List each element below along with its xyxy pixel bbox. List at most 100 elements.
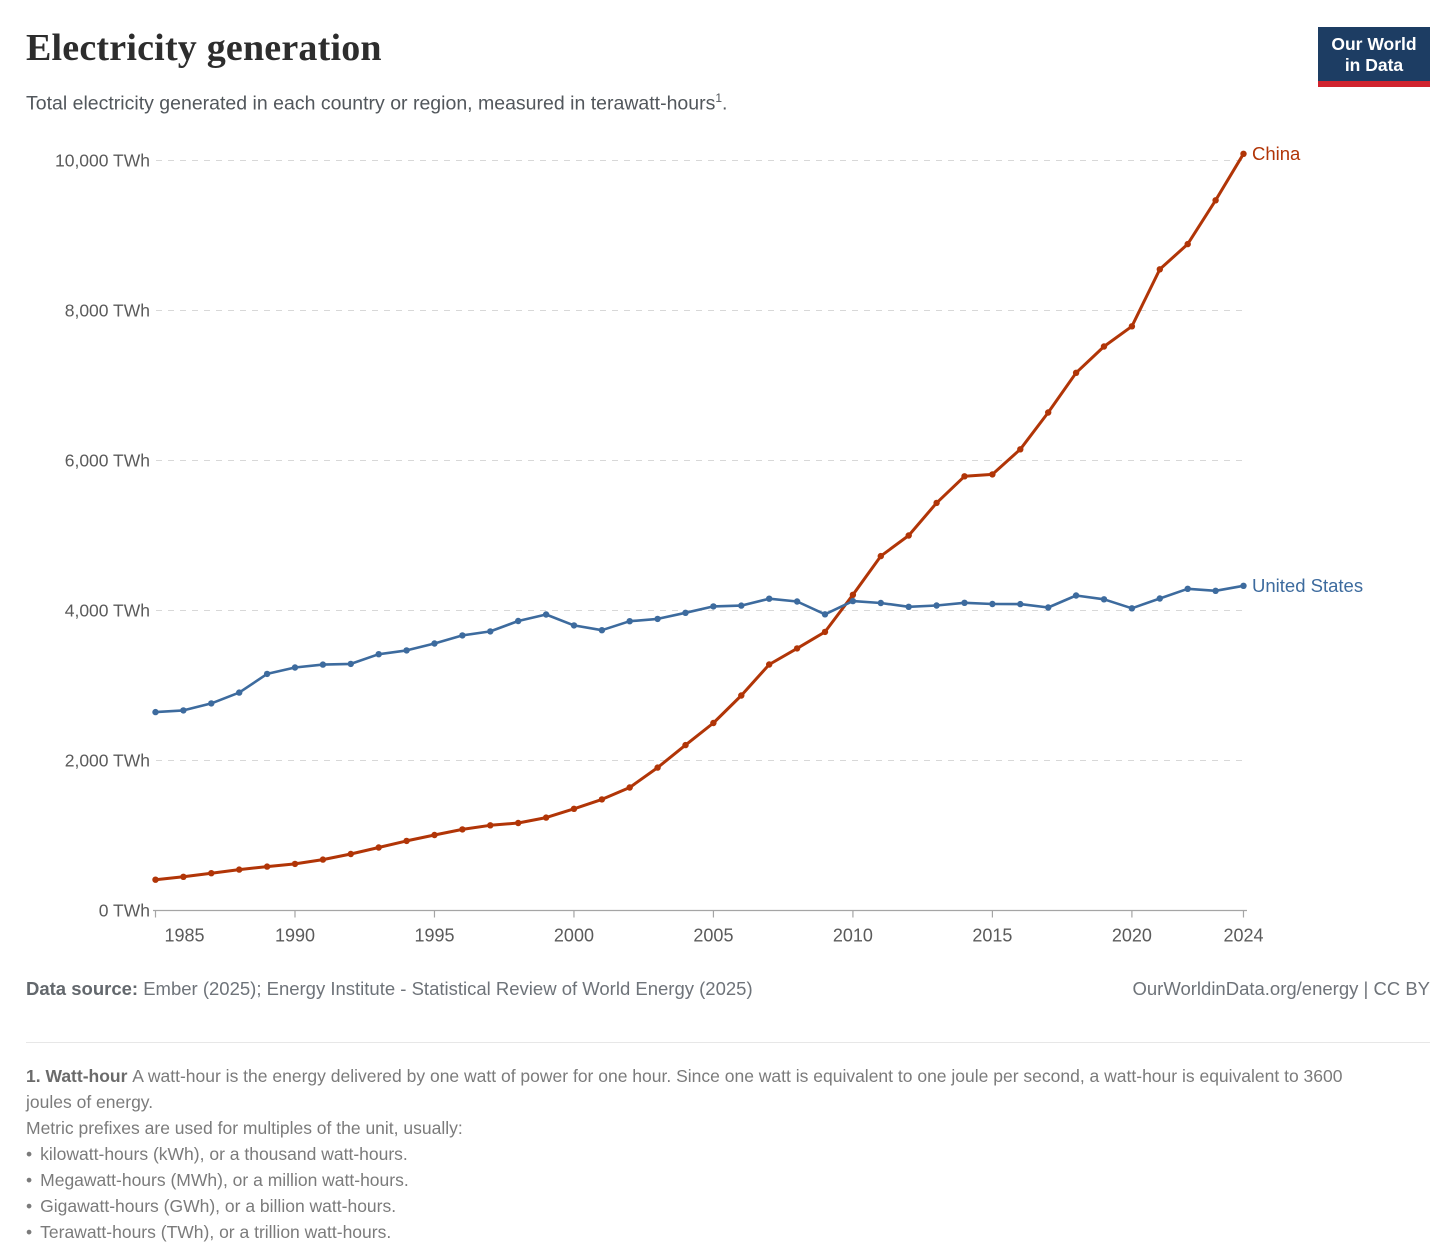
data-point-united-states[interactable]	[319, 661, 327, 668]
data-source-text: Ember (2025); Energy Institute - Statist…	[143, 978, 753, 999]
data-point-china[interactable]	[291, 860, 299, 868]
data-point-china[interactable]	[403, 837, 410, 845]
data-point-united-states[interactable]	[738, 602, 745, 609]
data-point-united-states[interactable]	[403, 647, 410, 654]
data-point-united-states[interactable]	[961, 599, 968, 606]
owid-logo[interactable]: Our World in Data	[1318, 27, 1430, 87]
data-point-china[interactable]	[849, 591, 857, 598]
data-point-china[interactable]	[431, 831, 438, 839]
x-tick-label: 2015	[972, 926, 1012, 946]
footnote-bullet-text: kilowatt-hours (kWh), or a thousand watt…	[40, 1144, 408, 1164]
data-point-china[interactable]	[180, 873, 187, 880]
data-point-united-states[interactable]	[208, 700, 215, 707]
data-point-united-states[interactable]	[1156, 595, 1164, 602]
data-point-united-states[interactable]	[598, 627, 606, 634]
data-point-united-states[interactable]	[570, 622, 578, 629]
data-point-china[interactable]	[459, 826, 466, 833]
data-point-china[interactable]	[1100, 343, 1108, 350]
data-point-china[interactable]	[1184, 240, 1191, 248]
data-point-china[interactable]	[821, 628, 829, 636]
data-point-united-states[interactable]	[291, 664, 299, 671]
data-point-united-states[interactable]	[626, 618, 633, 625]
data-point-united-states[interactable]	[849, 597, 857, 605]
data-point-united-states[interactable]	[821, 611, 829, 618]
data-point-china[interactable]	[570, 805, 578, 812]
data-point-united-states[interactable]	[989, 600, 996, 608]
data-point-united-states[interactable]	[710, 603, 717, 610]
data-point-united-states[interactable]	[793, 598, 801, 605]
x-tick-label: 2005	[693, 926, 733, 946]
data-point-united-states[interactable]	[180, 707, 187, 714]
data-point-china[interactable]	[793, 645, 801, 652]
data-point-china[interactable]	[682, 741, 689, 749]
data-point-united-states[interactable]	[542, 611, 550, 618]
data-point-china[interactable]	[1017, 446, 1024, 453]
data-point-china[interactable]	[236, 866, 243, 873]
data-point-china[interactable]	[710, 719, 717, 727]
data-point-china[interactable]	[542, 814, 550, 821]
data-point-china[interactable]	[905, 532, 912, 539]
data-point-united-states[interactable]	[1100, 596, 1108, 603]
series-label-china: China	[1252, 143, 1301, 164]
data-point-china[interactable]	[933, 499, 940, 507]
data-source-row: Data source: Ember (2025); Energy Instit…	[26, 978, 1430, 1000]
data-point-united-states[interactable]	[236, 689, 243, 696]
data-point-united-states[interactable]	[487, 628, 494, 635]
data-point-united-states[interactable]	[347, 660, 354, 668]
data-point-united-states[interactable]	[1212, 587, 1219, 594]
data-point-china[interactable]	[375, 844, 382, 851]
license-link[interactable]: OurWorldinData.org/energy | CC BY	[1132, 978, 1431, 999]
data-point-china[interactable]	[515, 819, 522, 827]
footnote-bullet-text: Gigawatt-hours (GWh), or a billion watt-…	[40, 1196, 397, 1216]
y-tick-label: 2,000 TWh	[65, 751, 150, 771]
data-point-united-states[interactable]	[1017, 600, 1024, 608]
data-point-united-states[interactable]	[263, 670, 271, 678]
data-point-united-states[interactable]	[1072, 592, 1080, 599]
data-point-china[interactable]	[1072, 369, 1080, 376]
data-point-china[interactable]	[487, 822, 494, 829]
subtitle-period: .	[722, 92, 728, 115]
data-point-united-states[interactable]	[905, 603, 912, 610]
data-point-united-states[interactable]	[654, 615, 661, 623]
data-point-china[interactable]	[1212, 197, 1219, 204]
data-point-china[interactable]	[877, 552, 884, 560]
x-tick-label: 2024	[1223, 926, 1263, 946]
data-point-united-states[interactable]	[682, 609, 689, 616]
y-tick-label: 6,000 TWh	[65, 451, 150, 471]
series-line-united-states[interactable]	[154, 584, 1245, 714]
data-point-china[interactable]	[347, 850, 354, 858]
data-point-united-states[interactable]	[933, 602, 940, 609]
data-point-china[interactable]	[1128, 323, 1136, 330]
data-point-china[interactable]	[738, 692, 745, 699]
data-point-china[interactable]	[598, 796, 606, 803]
data-point-united-states[interactable]	[1045, 604, 1052, 611]
data-point-china[interactable]	[152, 876, 159, 883]
data-point-china[interactable]	[1156, 266, 1164, 273]
data-point-china[interactable]	[766, 661, 773, 668]
data-point-united-states[interactable]	[1184, 585, 1191, 592]
data-point-united-states[interactable]	[459, 632, 466, 639]
data-source-label: Data source:	[26, 978, 139, 999]
data-point-china[interactable]	[208, 870, 215, 877]
data-point-china[interactable]	[989, 471, 996, 478]
data-point-china[interactable]	[654, 764, 661, 771]
data-point-united-states[interactable]	[877, 599, 884, 607]
data-point-united-states[interactable]	[1128, 605, 1136, 612]
data-point-united-states[interactable]	[515, 617, 522, 625]
data-point-china[interactable]	[1240, 150, 1247, 157]
data-point-united-states[interactable]	[1240, 582, 1247, 589]
data-point-united-states[interactable]	[766, 595, 773, 602]
x-tick-label: 2020	[1112, 926, 1152, 946]
footnote-ref-marker[interactable]: 1	[715, 91, 723, 105]
data-point-china[interactable]	[263, 863, 271, 870]
series-line-china[interactable]	[154, 152, 1245, 882]
data-point-china[interactable]	[319, 856, 327, 863]
data-point-china[interactable]	[961, 473, 968, 480]
data-point-united-states[interactable]	[375, 651, 382, 658]
data-point-united-states[interactable]	[431, 640, 438, 647]
data-point-china[interactable]	[1045, 409, 1052, 416]
data-point-united-states[interactable]	[152, 708, 159, 716]
data-point-china[interactable]	[626, 784, 633, 791]
